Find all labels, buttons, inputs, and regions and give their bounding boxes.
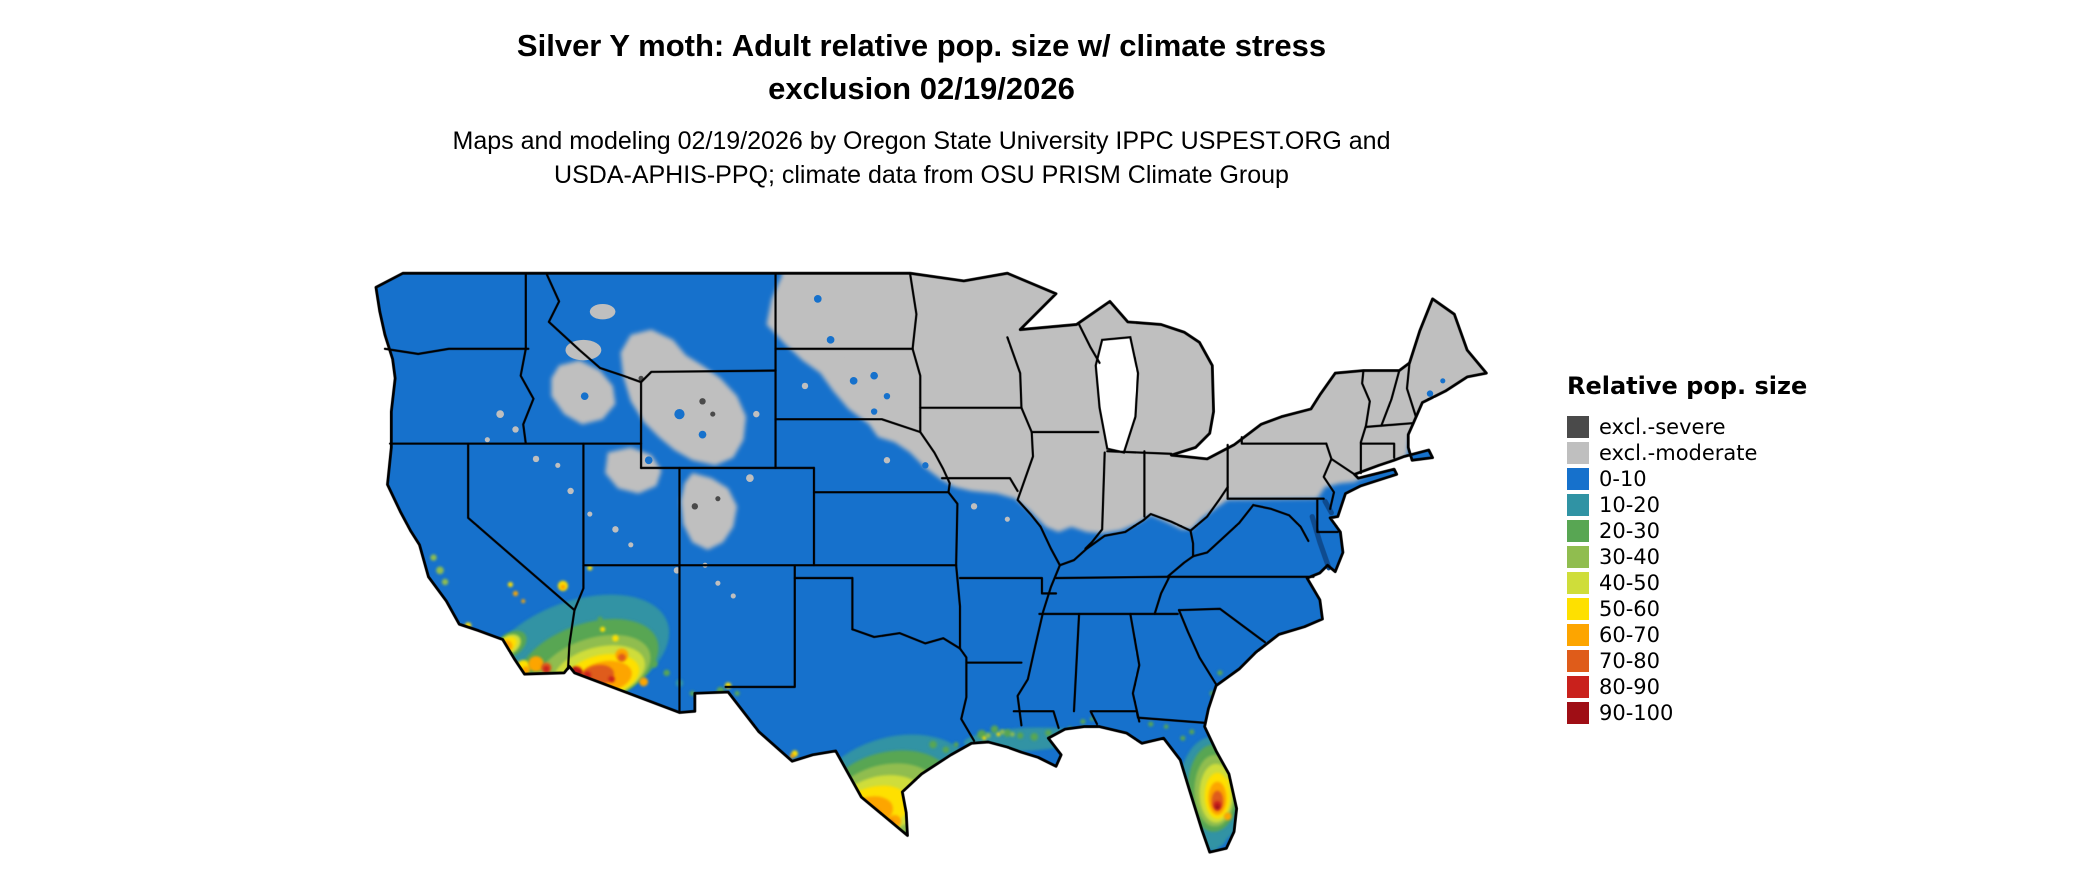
legend-item: 0-10 (1567, 466, 1807, 492)
page-title: Silver Y moth: Adult relative pop. size … (0, 24, 1843, 110)
state-borders (383, 272, 1417, 742)
legend-item: 60-70 (1567, 622, 1807, 648)
legend-item: 80-90 (1567, 674, 1807, 700)
legend-swatch (1567, 416, 1589, 438)
legend-label: 90-100 (1599, 701, 1674, 725)
legend-swatch (1567, 468, 1589, 490)
title-block: Silver Y moth: Adult relative pop. size … (0, 24, 1843, 192)
legend-item: 90-100 (1567, 700, 1807, 726)
legend-label: excl.-severe (1599, 415, 1726, 439)
legend-item: 30-40 (1567, 544, 1807, 570)
page-title-line1: Silver Y moth: Adult relative pop. size … (516, 28, 1327, 63)
exclusion-severe-layer (638, 375, 721, 510)
legend-item: 50-60 (1567, 596, 1807, 622)
conus-map-svg (374, 271, 1488, 854)
legend-label: 10-20 (1599, 493, 1661, 517)
legend-swatch (1567, 442, 1589, 464)
legend-label: 30-40 (1599, 545, 1661, 569)
legend-item: 10-20 (1567, 492, 1807, 518)
legend-item: excl.-severe (1567, 414, 1807, 440)
legend-item: 20-30 (1567, 518, 1807, 544)
page-title-line2: exclusion 02/19/2026 (768, 71, 1075, 106)
legend-item: 70-80 (1567, 648, 1807, 674)
legend: Relative pop. size excl.-severe excl.-mo… (1567, 372, 1807, 726)
legend-swatch (1567, 546, 1589, 568)
legend-item: 40-50 (1567, 570, 1807, 596)
legend-swatch (1567, 702, 1589, 724)
legend-swatch (1567, 494, 1589, 516)
legend-item: excl.-moderate (1567, 440, 1807, 466)
page-subtitle-line2: USDA-APHIS-PPQ; climate data from OSU PR… (554, 161, 1289, 189)
page-subtitle: Maps and modeling 02/19/2026 by Oregon S… (0, 124, 1843, 192)
page-subtitle-line1: Maps and modeling 02/19/2026 by Oregon S… (452, 127, 1391, 155)
legend-label: 50-60 (1599, 597, 1661, 621)
legend-label: 40-50 (1599, 571, 1661, 595)
legend-title: Relative pop. size (1567, 372, 1808, 400)
legend-label: 70-80 (1599, 649, 1661, 673)
legend-swatch (1567, 650, 1589, 672)
legend-label: excl.-moderate (1599, 441, 1758, 465)
legend-label: 60-70 (1599, 623, 1661, 647)
legend-label: 20-30 (1599, 519, 1661, 543)
us-outline (374, 271, 1488, 854)
legend-swatch (1567, 676, 1589, 698)
legend-swatch (1567, 520, 1589, 542)
legend-swatch (1567, 572, 1589, 594)
legend-swatch (1567, 598, 1589, 620)
conus-map (295, 222, 1525, 888)
legend-swatch (1567, 624, 1589, 646)
bay-water-detail (1309, 498, 1334, 571)
blue-speckles (580, 295, 1446, 469)
legend-label: 80-90 (1599, 675, 1661, 699)
legend-label: 0-10 (1599, 467, 1647, 491)
